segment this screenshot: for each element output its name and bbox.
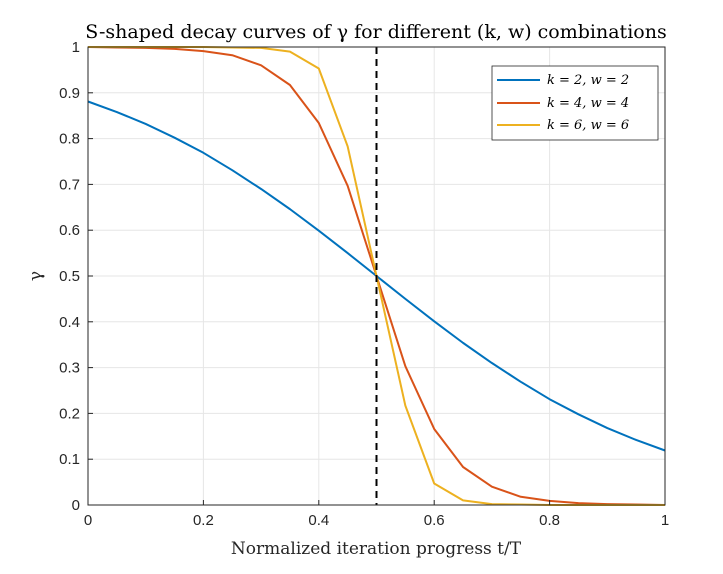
x-axis-label: Normalized iteration progress t/T [231, 539, 522, 559]
y-tick-label-10: 1 [72, 39, 80, 56]
y-tick-label-1: 0.1 [59, 451, 80, 468]
x-tick-label-5: 1 [661, 512, 669, 529]
y-tick-label-7: 0.7 [59, 176, 80, 193]
x-tick-label-0: 0 [84, 512, 92, 529]
x-tick-label-2: 0.4 [308, 512, 329, 529]
y-tick-label-3: 0.3 [59, 360, 80, 377]
y-tick-label-5: 0.5 [59, 268, 80, 285]
legend-label-3: k = 6, w = 6 [547, 118, 629, 133]
y-tick-label-2: 0.2 [59, 405, 80, 422]
y-tick-label-8: 0.8 [59, 131, 80, 148]
chart-title: S-shaped decay curves of γ for different… [85, 21, 666, 43]
y-tick-label-4: 0.4 [59, 314, 80, 331]
legend-label-2: k = 4, w = 4 [547, 96, 629, 111]
x-tick-label-3: 0.6 [424, 512, 445, 529]
x-ticks: 0 0.2 0.4 0.6 0.8 1 [84, 500, 669, 529]
y-tick-label-0: 0 [72, 497, 80, 514]
legend: k = 2, w = 2 k = 4, w = 4 k = 6, w = 6 [491, 65, 659, 141]
y-tick-label-6: 0.6 [59, 222, 80, 239]
x-tick-label-1: 0.2 [193, 512, 214, 529]
legend-label-1: k = 2, w = 2 [547, 73, 629, 88]
y-ticks: 0 0.1 0.2 0.3 0.4 0.5 0.6 0.7 0.8 0.9 1 [59, 39, 93, 514]
y-tick-label-9: 0.9 [59, 85, 80, 102]
y-axis-label: γ [26, 271, 46, 281]
x-tick-label-4: 0.8 [539, 512, 560, 529]
